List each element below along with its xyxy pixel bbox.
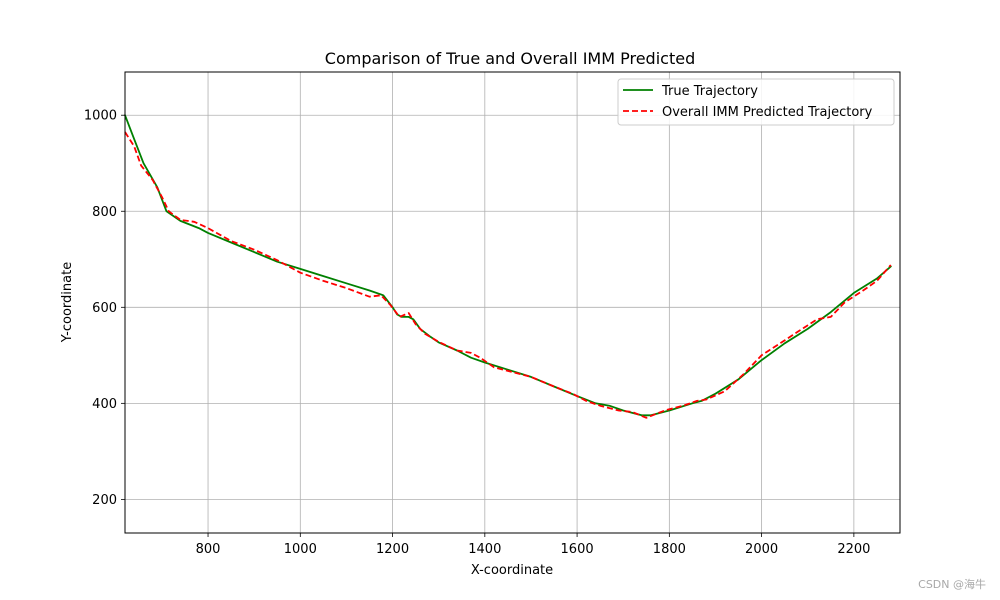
plot-frame xyxy=(124,71,901,534)
chart-title: Comparison of True and Overall IMM Predi… xyxy=(325,49,695,68)
series-layer xyxy=(124,114,892,419)
series-line-predicted xyxy=(124,131,892,419)
legend-box xyxy=(617,78,895,126)
x-tick-label: 1400 xyxy=(468,542,501,557)
x-tick-label: 800 xyxy=(196,542,221,557)
y-tick-label: 800 xyxy=(92,205,117,220)
x-tick-label: 1800 xyxy=(653,542,686,557)
x-axis-label: X-coordinate xyxy=(471,563,553,578)
x-tick-label: 1200 xyxy=(376,542,409,557)
watermark-text: CSDN @海牛 xyxy=(918,578,986,591)
legend-label-true: True Trajectory xyxy=(661,84,758,99)
grid xyxy=(125,72,900,533)
series-line-true xyxy=(124,114,892,417)
x-tick-label: 2000 xyxy=(745,542,778,557)
y-tick-label: 1000 xyxy=(84,109,117,124)
y-axis-label: Y-coordinate xyxy=(60,262,75,343)
y-tick-label: 400 xyxy=(92,397,117,412)
x-tick-label: 2200 xyxy=(837,542,870,557)
x-tick-label: 1000 xyxy=(284,542,317,557)
y-tick-label: 200 xyxy=(92,493,117,508)
legend-label-predicted: Overall IMM Predicted Trajectory xyxy=(662,105,873,120)
x-tick-label: 1600 xyxy=(561,542,594,557)
ticks: 800 1000 1200 1400 1600 1800 2000 2200 200 400 600… xyxy=(84,109,871,557)
legend: True Trajectory Overall IMM Predicted Tr… xyxy=(617,78,895,126)
y-tick-label: 600 xyxy=(92,301,117,316)
